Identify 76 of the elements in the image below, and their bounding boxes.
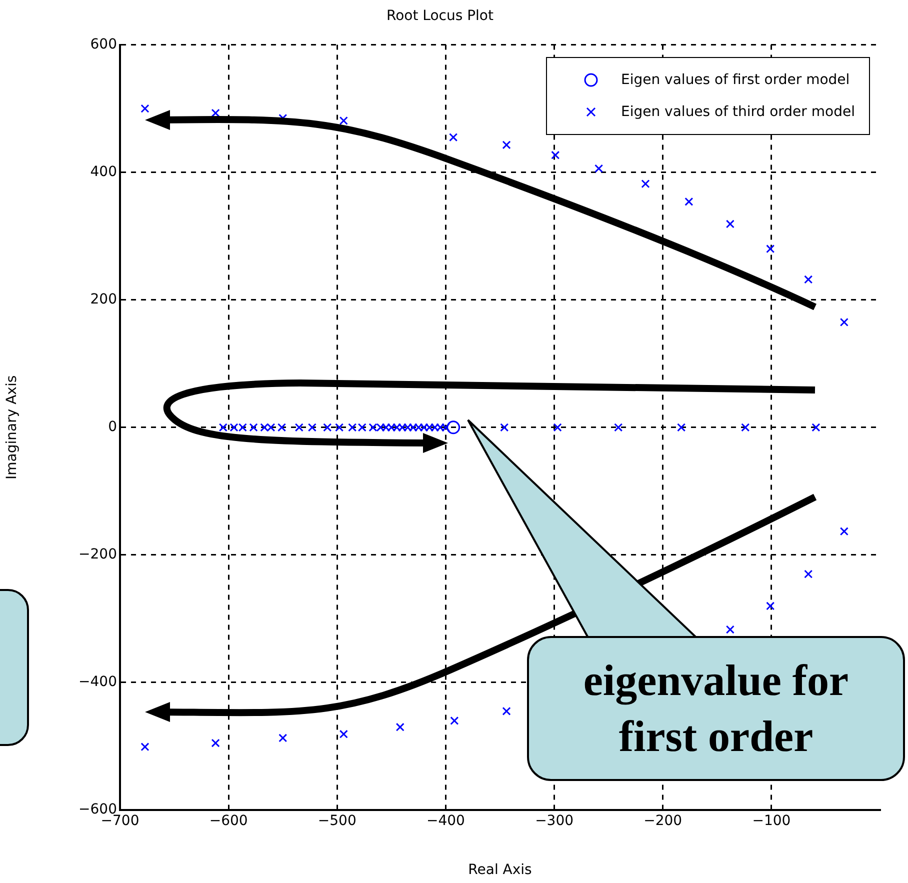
point (403, 423, 412, 432)
point (741, 423, 750, 432)
point (211, 108, 220, 118)
point (277, 423, 286, 432)
point (766, 244, 775, 254)
legend-label: Eigen values of third order model (621, 104, 855, 120)
point (804, 275, 813, 284)
point (726, 625, 734, 634)
point (335, 423, 344, 432)
legend-label: Eigen values of first order model (621, 72, 850, 88)
point (446, 420, 460, 434)
point (840, 318, 848, 326)
point (140, 104, 150, 113)
point (278, 734, 288, 742)
y-tick-label: 400 (90, 164, 117, 180)
point (339, 116, 348, 125)
point (430, 423, 440, 432)
point (420, 423, 428, 432)
point (398, 423, 407, 432)
y-tick-label: 600 (90, 36, 117, 52)
point (766, 602, 775, 610)
x-axis-title: Real Axis (468, 862, 532, 878)
point (553, 423, 562, 432)
y-axis-title: Imaginary Axis (4, 375, 20, 480)
point (211, 738, 220, 748)
point (230, 423, 238, 432)
point (500, 423, 509, 432)
point (339, 730, 348, 738)
x-tick-label: −100 (752, 813, 791, 830)
point (726, 220, 734, 228)
chart-title: Root Locus Plot (386, 8, 494, 24)
point (502, 140, 511, 150)
point (677, 423, 686, 432)
point (382, 423, 390, 432)
x-tick-label: −400 (426, 813, 465, 830)
point (614, 423, 623, 432)
point (396, 722, 404, 732)
point (441, 423, 450, 432)
point (392, 423, 402, 432)
y-tick-label: −400 (78, 674, 117, 690)
point (450, 716, 459, 726)
point (436, 423, 445, 432)
point (140, 742, 150, 752)
point (368, 423, 378, 432)
point (358, 423, 366, 432)
y-tick-label: −200 (78, 546, 117, 563)
point (414, 423, 423, 432)
point (348, 423, 357, 432)
x-tick-label: −200 (644, 813, 682, 830)
x-tick-label: −600 (209, 813, 248, 830)
point (308, 423, 316, 432)
point (502, 706, 511, 716)
point (840, 527, 848, 536)
point (238, 423, 247, 432)
x-tick-label: −500 (318, 813, 356, 830)
point (425, 423, 434, 432)
x-tick-label: −300 (535, 813, 574, 830)
point (804, 570, 813, 578)
annotation: eigenvalue for first order (527, 636, 905, 781)
point (387, 423, 396, 432)
point (249, 423, 258, 432)
point (641, 180, 650, 188)
point (218, 423, 228, 432)
point (449, 132, 458, 142)
point (551, 150, 560, 160)
point (323, 423, 332, 432)
point (684, 197, 694, 206)
point (812, 423, 820, 432)
point (376, 423, 385, 432)
y-tick-label: 0 (108, 419, 117, 436)
point (260, 423, 269, 432)
point (294, 423, 304, 432)
point (408, 423, 418, 432)
point (266, 423, 276, 432)
point (594, 164, 604, 173)
y-tick-label: 200 (90, 292, 117, 308)
